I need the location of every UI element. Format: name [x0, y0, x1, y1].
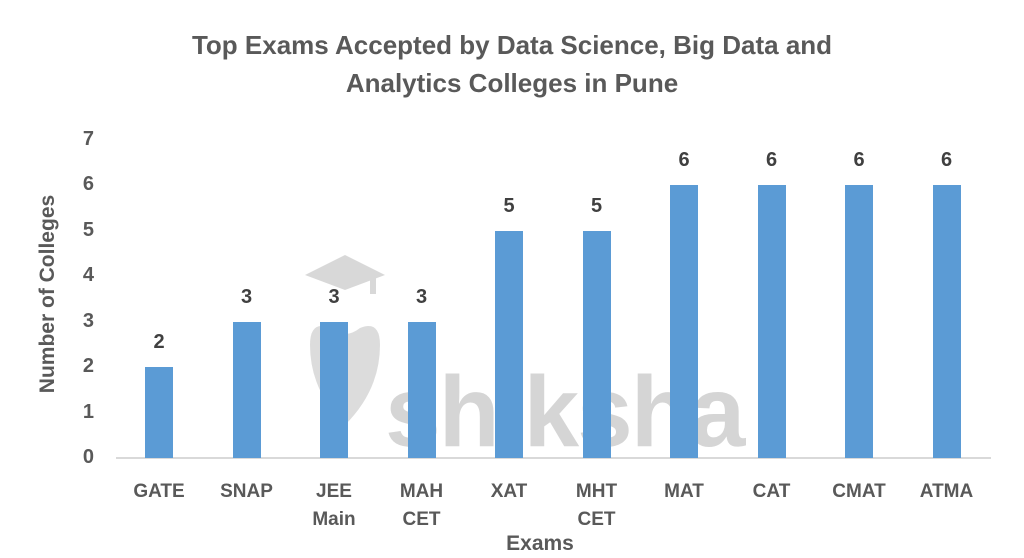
- bar: [932, 185, 961, 458]
- x-tick-label: XAT: [490, 481, 528, 502]
- bar: [320, 321, 348, 458]
- bar: [670, 185, 698, 458]
- bar-value-label: 6: [853, 149, 865, 171]
- bar-value-label: 5: [590, 194, 603, 217]
- x-tick-label: MAH CET: [399, 481, 444, 530]
- x-axis-label: Exams: [506, 532, 574, 555]
- y-axis-label: Number of Colleges: [36, 194, 59, 394]
- x-tick-label: MHT CET: [575, 481, 618, 530]
- y-tick-label: 7: [82, 127, 94, 150]
- bar: [845, 185, 873, 458]
- y-tick-label: 0: [82, 446, 94, 468]
- bar: [582, 230, 611, 458]
- chart-title: Top Exams Accepted by Data Science, Big …: [0, 26, 1024, 102]
- x-tick-label: CMAT: [832, 481, 886, 502]
- bar-value-label: 5: [503, 194, 515, 217]
- bar-value-label: 6: [940, 149, 953, 171]
- bar-value-label: 2: [153, 331, 165, 353]
- x-tick-label: JEE Main: [312, 481, 356, 530]
- chart-title-line-1: Top Exams Accepted by Data Science, Big …: [191, 30, 833, 60]
- bar-value-label: 3: [328, 285, 340, 308]
- y-tick-label: 3: [82, 309, 94, 332]
- y-tick-label: 1: [82, 400, 94, 423]
- x-tick-label: GATE: [133, 481, 185, 502]
- y-tick-label: 4: [82, 264, 94, 286]
- bar-value-label: 3: [240, 285, 253, 308]
- x-tick-label: ATMA: [919, 481, 974, 502]
- bar-value-label: 3: [415, 285, 428, 308]
- y-tick-label: 5: [82, 218, 94, 241]
- bar: [495, 230, 523, 458]
- x-tick-label: SNAP: [220, 481, 273, 502]
- bar: [407, 321, 436, 458]
- x-axis-line: [116, 457, 991, 459]
- bar-value-label: 6: [765, 149, 778, 171]
- bar: [145, 367, 173, 458]
- chart-title-line-2: Analytics Colleges in Pune: [345, 68, 679, 98]
- x-tick-label: MAT: [664, 481, 704, 502]
- bar: [757, 185, 786, 458]
- x-tick-label: CAT: [752, 481, 791, 502]
- y-tick-label: 6: [82, 173, 94, 195]
- y-tick-label: 2: [82, 355, 94, 377]
- bar-value-label: 6: [678, 149, 690, 171]
- bar: [232, 321, 261, 458]
